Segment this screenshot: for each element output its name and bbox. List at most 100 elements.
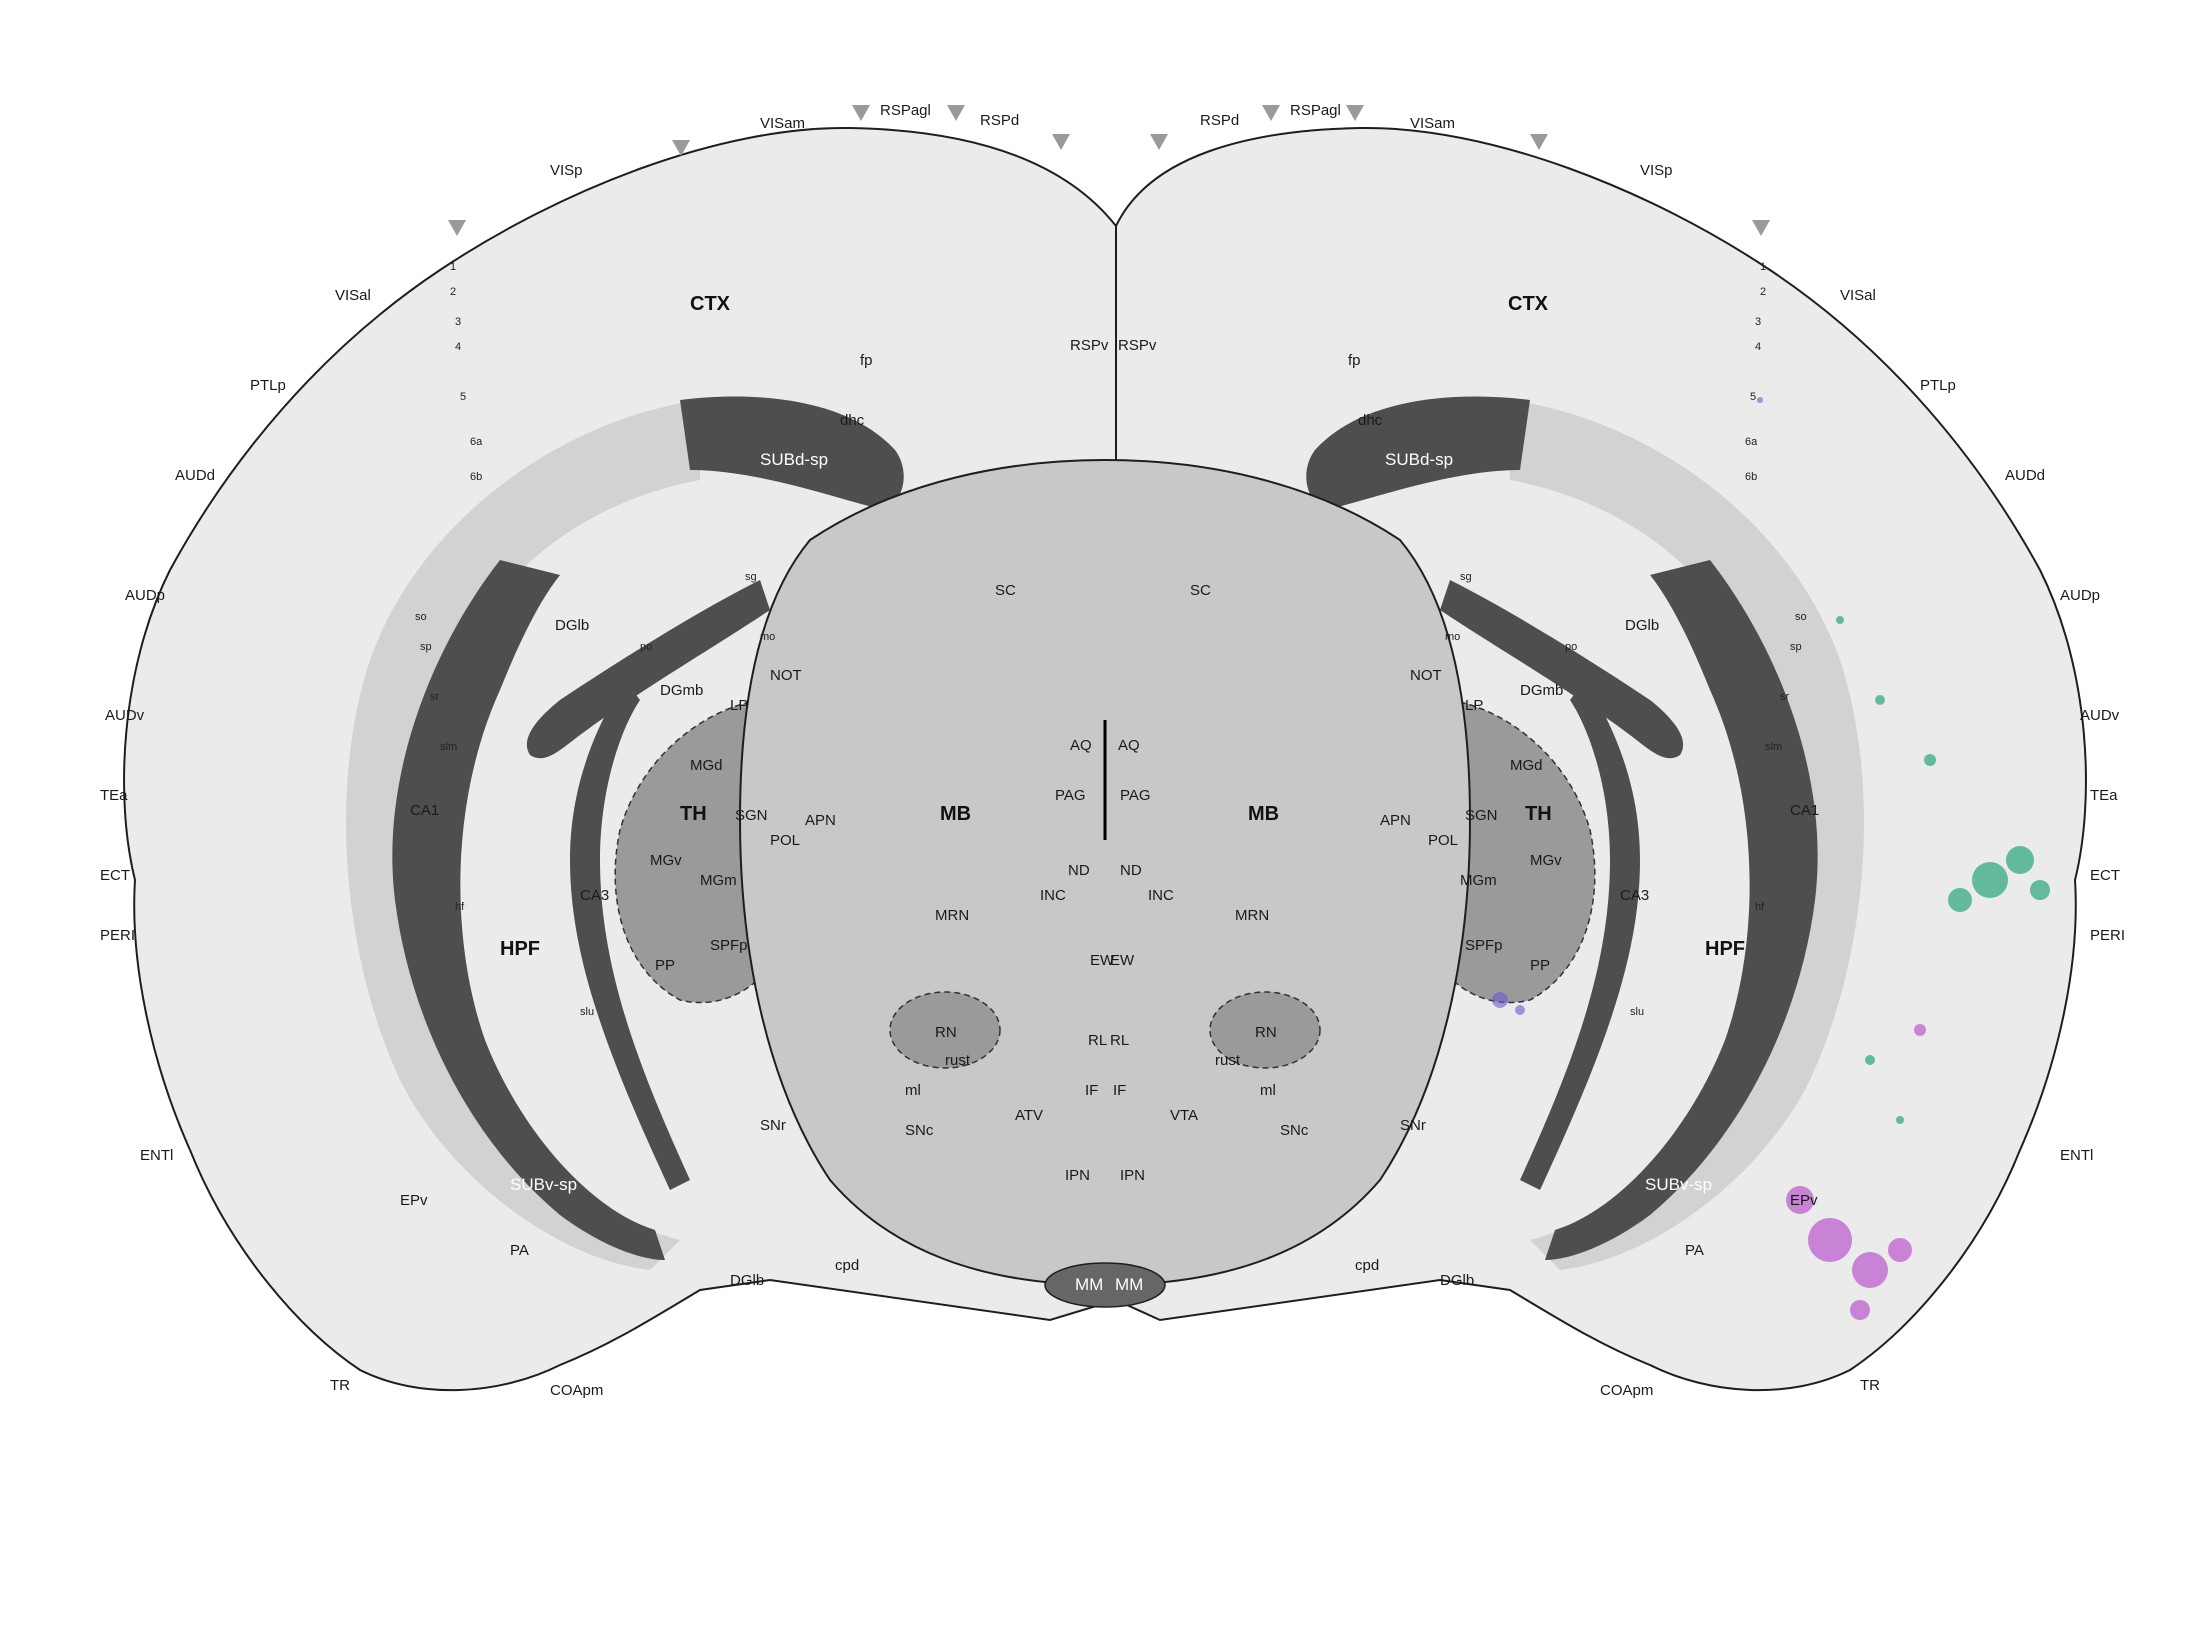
label-right-snr: SNr [1400,1117,1426,1134]
label-right-ca1: CA1 [1790,802,1819,819]
label-left-epv: EPv [400,1192,428,1209]
label-right-pa: PA [1685,1242,1704,1259]
label-left-sgn: SGN [735,807,768,824]
green-signal-cluster [1836,616,2050,1124]
label-right-subv-sp: SUBv-sp [1645,1175,1712,1194]
marker-triangle [1150,134,1168,150]
layer-right-6b: 6b [1745,471,1757,483]
label-right-not: NOT [1410,667,1442,684]
label-left-visp: VISp [550,162,583,179]
label-left-ctx: CTX [690,293,731,315]
layer-left-6a: 6a [470,436,483,448]
label-right-ptlp: PTLp [1920,377,1956,394]
layer-left-mo: mo [760,631,775,643]
label-right-coapm: COApm [1600,1382,1653,1399]
label-right-inc: INC [1148,887,1174,904]
label-left-ipn: IPN [1065,1167,1090,1184]
label-right-vta: VTA [1170,1107,1198,1124]
label-left-hpf: HPF [500,938,540,960]
left-subv-sp-band [392,560,665,1260]
layer-right-6a: 6a [1745,436,1758,448]
label-right-cpd: cpd [1355,1257,1379,1274]
label-right-mgv: MGv [1530,852,1562,869]
layer-left-slu: slu [580,1006,594,1018]
label-left-audd: AUDd [175,467,215,484]
label-left-audv: AUDv [105,707,145,724]
label-left-entl: ENTl [140,1147,173,1164]
left-red-nucleus [889,991,1001,1069]
right-red-nucleus [1209,991,1321,1069]
right-dg-upper [1440,580,1684,759]
label-right-pp: PP [1530,957,1550,974]
label-left-mb: MB [940,803,971,825]
layer-right-5: 5 [1750,391,1756,403]
layer-right-slu: slu [1630,1006,1644,1018]
layer-left-3: 3 [455,316,461,328]
label-left-th: TH [680,803,707,825]
label-left-inc: INC [1040,887,1066,904]
layer-left-2: 2 [450,286,456,298]
label-right-visp: VISp [1640,162,1673,179]
label-right-mgm: MGm [1460,872,1497,889]
layer-right-mo: mo [1445,631,1460,643]
label-left-ptlp: PTLp [250,377,286,394]
boundary-markers [448,105,1770,236]
label-left-ca1: CA1 [410,802,439,819]
label-left-rspagl: RSPagl [880,102,931,119]
layer-right-po: po [1565,641,1577,653]
label-right-ect: ECT [2090,867,2120,884]
layer-left-hf: hf [455,901,465,913]
layer-left-so: so [415,611,427,623]
label-right-fp: fp [1348,352,1361,369]
marker-triangle [1530,134,1548,150]
label-mm-left: MM [1075,1275,1103,1294]
label-right-spfp: SPFp [1465,937,1503,954]
label-right-visal: VISal [1840,287,1876,304]
marker-triangle [1346,105,1364,121]
marker-triangle [672,140,690,156]
label-left-fp: fp [860,352,873,369]
label-left-apn: APN [805,812,836,829]
label-left-dglb: DGlb [555,617,589,634]
marker-triangle [1752,220,1770,236]
label-right-pag: PAG [1120,787,1151,804]
label-right-dglb-bottom: DGlb [1440,1272,1474,1289]
layer-left-slm: slm [440,741,457,753]
midbrain-region [738,458,1472,1287]
layer-right-sp: sp [1790,641,1802,653]
layer-right-so: so [1795,611,1807,623]
label-right-if: IF [1113,1082,1126,1099]
label-left-rspv: RSPv [1070,337,1109,354]
layer-right-1: 1 [1760,261,1766,273]
label-right-audv: AUDv [2080,707,2120,724]
label-left-atv: ATV [1015,1107,1043,1124]
label-right-ipn: IPN [1120,1167,1145,1184]
label-right-audd: AUDd [2005,467,2045,484]
marker-triangle [852,105,870,121]
label-right-subd-sp: SUBd-sp [1385,450,1453,469]
label-right-tr: TR [1860,1377,1880,1394]
label-left-dhc: dhc [840,412,865,429]
right-hippocampal-band [1510,400,1864,1270]
label-left-tea: TEa [100,787,128,804]
label-left-sc: SC [995,582,1016,599]
left-dg-upper [526,580,770,759]
label-left-rspd: RSPd [980,112,1019,129]
label-right-visam: VISam [1410,115,1455,132]
magenta-signal-cluster [1786,1024,1926,1320]
layer-right-2: 2 [1760,286,1766,298]
label-left-tr: TR [330,1377,350,1394]
marker-triangle [1052,134,1070,150]
label-right-dhc: dhc [1358,412,1383,429]
label-left-subd-sp: SUBd-sp [760,450,828,469]
label-right-rust: rust [1215,1052,1241,1069]
label-right-rspagl: RSPagl [1290,102,1341,119]
label-right-entl: ENTl [2060,1147,2093,1164]
label-left-nd: ND [1068,862,1090,879]
label-right-ew: EW [1110,952,1135,969]
label-left-subv-sp: SUBv-sp [510,1175,577,1194]
layer-right-4: 4 [1755,341,1761,353]
label-left-rl: RL [1088,1032,1107,1049]
label-right-mgd: MGd [1510,757,1543,774]
